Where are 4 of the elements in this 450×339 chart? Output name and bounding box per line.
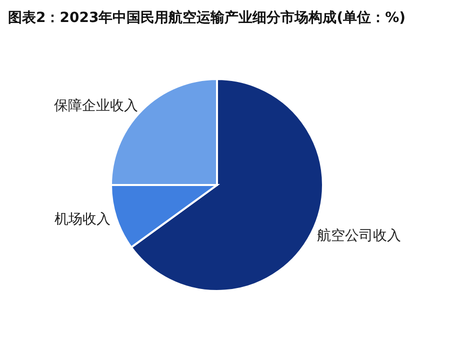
slice-label: 保障企业收入	[54, 98, 138, 114]
chart-title: 图表2：2023年中国民用航空运输产业细分市场构成(单位：%)	[7, 8, 407, 28]
slice-label: 机场收入	[54, 212, 110, 228]
slice-label: 航空公司收入	[316, 228, 401, 244]
